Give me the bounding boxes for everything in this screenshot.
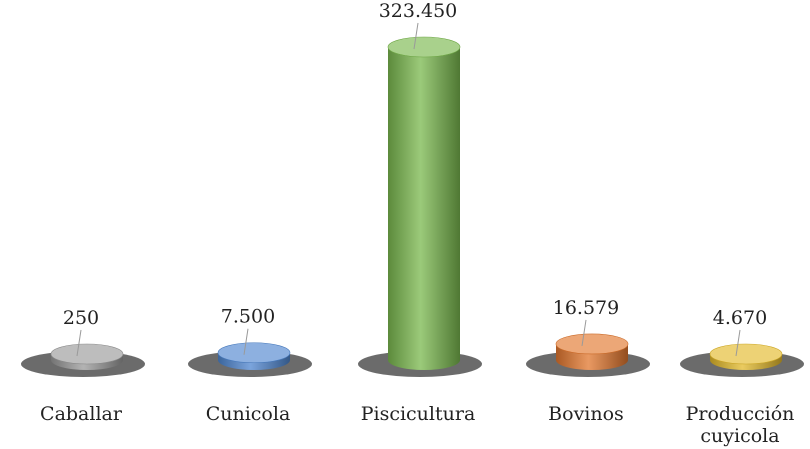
- value-leader-caballar: [76, 329, 82, 357]
- category-label-bovinos: Bovinos: [548, 403, 624, 425]
- bar-top-produccion-cuyicola: [709, 343, 783, 365]
- category-label-caballar: Caballar: [40, 403, 123, 425]
- value-label-cunicola: 7.500: [221, 306, 275, 328]
- value-leader-produccion-cuyicola: [735, 329, 741, 357]
- bars: [50, 36, 783, 370]
- category-label-produccion-cuyicola: Producción cuyicola: [686, 403, 795, 447]
- bar-produccion-cuyicola: [710, 354, 782, 370]
- value-leader-bovinos: [581, 319, 587, 347]
- category-label-piscicultura: Piscicultura: [361, 403, 476, 425]
- bar-caballar: [51, 354, 123, 370]
- category-labels: Caballar Cunicola Piscicultura Bovinos Produ…: [40, 403, 794, 447]
- bar-top-caballar: [50, 343, 124, 365]
- bar-top-cunicola: [217, 342, 291, 364]
- bar-top-bovinos: [555, 333, 629, 355]
- category-label-cunicola: Cunicola: [206, 403, 291, 425]
- value-label-produccion-cuyicola: 4.670: [713, 307, 767, 329]
- bar-cunicola: [218, 352, 290, 370]
- value-leader-piscicultura: [413, 22, 419, 50]
- value-label-caballar: 250: [63, 307, 99, 329]
- bar-top-piscicultura: [387, 36, 461, 58]
- value-label-bovinos: 16.579: [553, 297, 619, 319]
- value-label-piscicultura: 323.450: [379, 0, 458, 22]
- bar-bovinos: [556, 343, 628, 370]
- value-labels: 250 7.500 323.450 16.579 4.670: [63, 0, 767, 357]
- value-leader-cunicola: [243, 328, 249, 355]
- bar-piscicultura: [388, 47, 460, 370]
